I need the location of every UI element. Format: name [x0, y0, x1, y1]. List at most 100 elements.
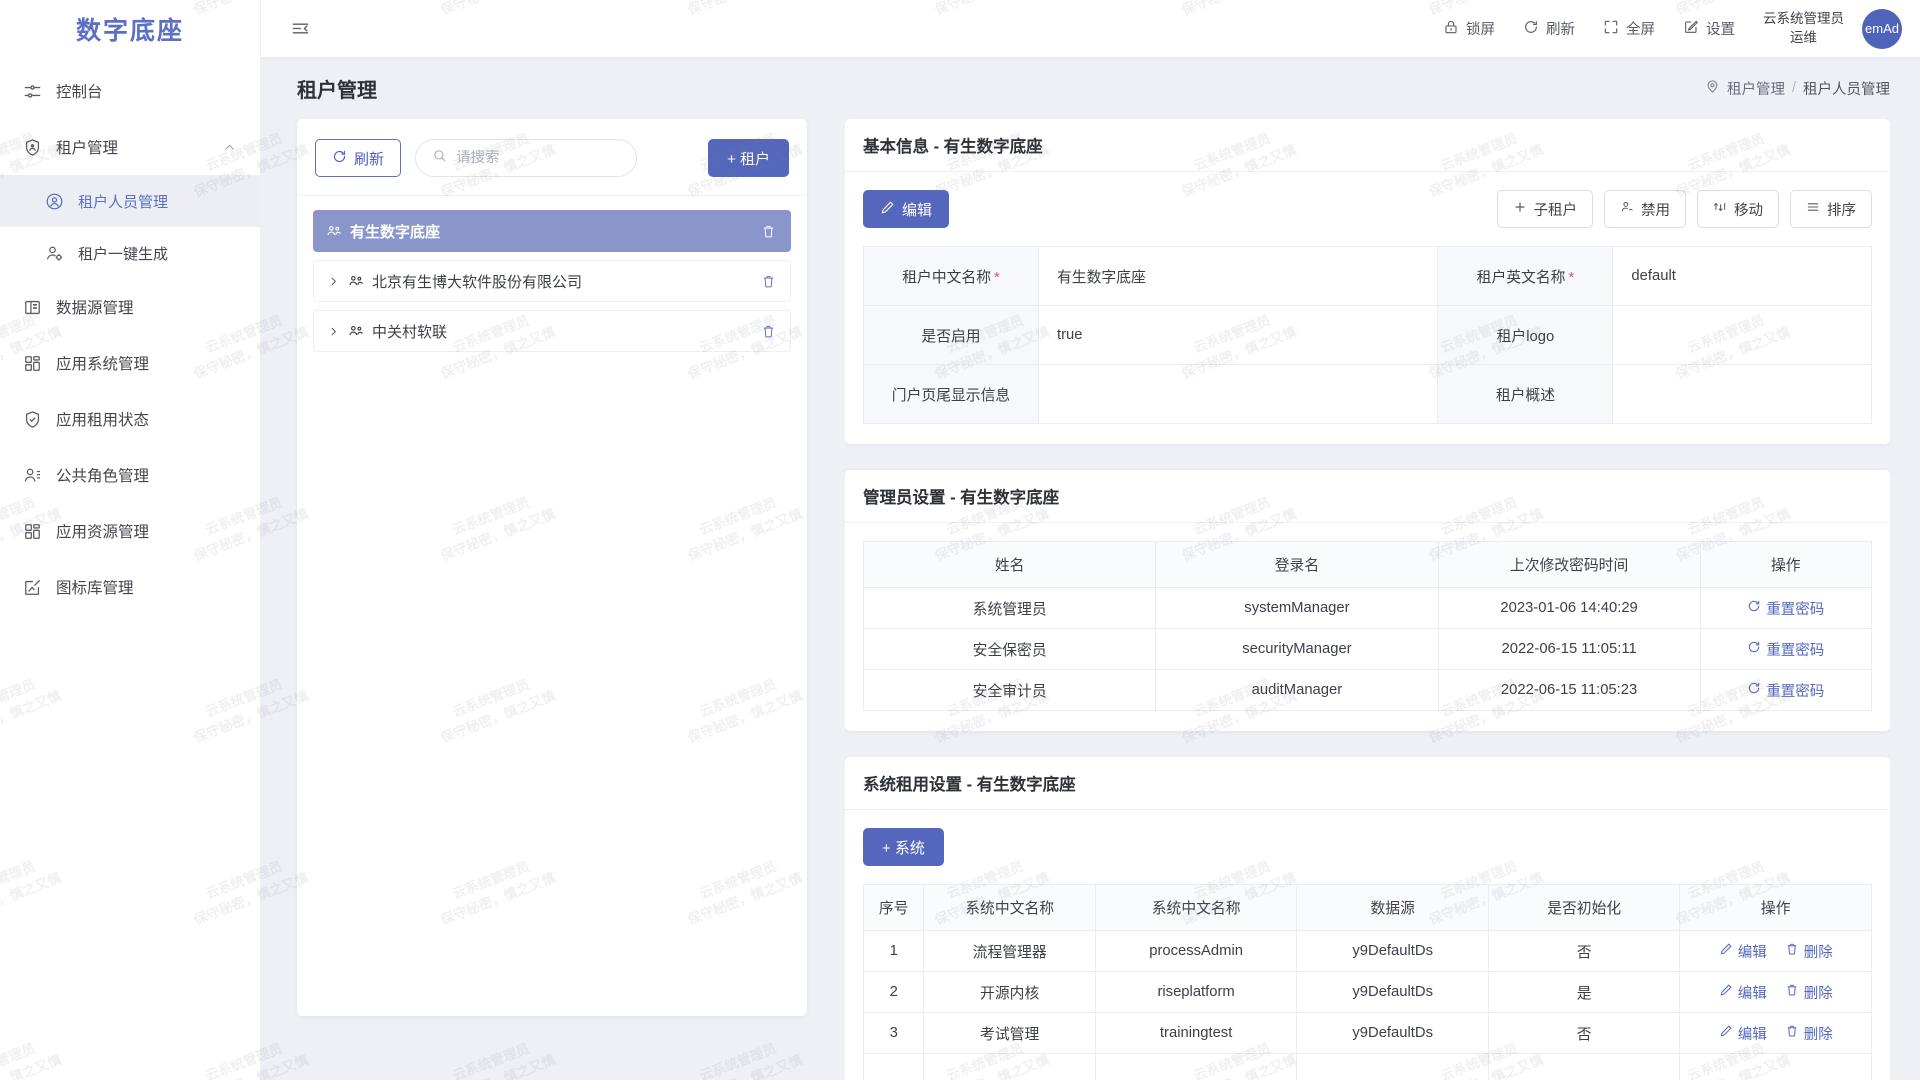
- tenant-search-box[interactable]: [415, 139, 638, 177]
- sidebar-item-app-system[interactable]: 应用系统管理: [0, 335, 260, 391]
- sidebar-item-tenant-personnel[interactable]: 租户人员管理: [0, 175, 260, 227]
- brand-logo: 数字底座: [75, 16, 184, 45]
- search-icon: [432, 148, 447, 168]
- sidebar-item-label: 数据源管理: [56, 300, 134, 317]
- fullscreen-button[interactable]: 全屏: [1589, 9, 1669, 49]
- reset-password-button[interactable]: 重置密码: [1747, 680, 1824, 701]
- reset-password-button[interactable]: 重置密码: [1747, 598, 1824, 619]
- cell-last-change: 2023-01-06 14:40:29: [1437, 587, 1701, 629]
- table-row: [862, 1053, 1872, 1080]
- trash-icon[interactable]: [761, 324, 776, 339]
- tree-refresh-button[interactable]: 刷新: [315, 139, 402, 177]
- disable-button[interactable]: 禁用: [1604, 190, 1686, 228]
- sort-button[interactable]: 排序: [1790, 190, 1872, 228]
- settings-button[interactable]: 设置: [1669, 9, 1749, 49]
- topbar: 锁屏 刷新 全屏 设置 云系统管理员: [261, 0, 1920, 57]
- sidebar-item-datasource[interactable]: 数据源管理: [0, 279, 260, 335]
- field-value: [1612, 305, 1872, 365]
- trash-icon[interactable]: [761, 224, 776, 239]
- basic-info-title: 基本信息 - 有生数字底座: [845, 119, 1890, 172]
- current-user[interactable]: 云系统管理员 运维: [1749, 10, 1858, 46]
- refresh-button[interactable]: 刷新: [1509, 9, 1589, 49]
- row-delete-button[interactable]: 删除: [1785, 941, 1833, 962]
- tenant-tree-list: 有生数字底座 北京有生博大软件股份有: [297, 196, 807, 1016]
- field-label-text: 租户英文名称: [1476, 269, 1566, 286]
- cell-datasource: y9DefaultDs: [1296, 930, 1489, 972]
- table-row: 1 流程管理器 processAdmin y9DefaultDs 否: [862, 930, 1872, 972]
- avatar[interactable]: emAd: [1862, 8, 1902, 49]
- column-header: 数据源: [1296, 884, 1489, 931]
- sidebar-item-tenant-onekey[interactable]: 租户一键生成: [0, 227, 260, 279]
- column-header: 操作: [1699, 541, 1873, 588]
- add-subtenant-label: 子租户: [1533, 202, 1578, 219]
- sidebar-item-console[interactable]: 控制台: [0, 63, 260, 119]
- reset-password-button[interactable]: 重置密码: [1747, 639, 1824, 660]
- system-rental-actions: + 系统: [863, 828, 1872, 866]
- lock-screen-button[interactable]: 锁屏: [1429, 9, 1509, 49]
- cell-login: systemManager: [1155, 587, 1439, 629]
- breadcrumb: 租户管理 / 租户人员管理: [1705, 78, 1890, 99]
- cell-no: [862, 1053, 925, 1080]
- admin-settings-table: 姓名 登录名 上次修改密码时间 操作 系统管理员 sys: [862, 541, 1873, 711]
- trash-icon[interactable]: [761, 274, 776, 289]
- lock-icon: [1443, 19, 1459, 39]
- sort-icon: [1806, 200, 1820, 218]
- tree-node[interactable]: 有生数字底座: [313, 210, 791, 252]
- edit-button[interactable]: 编辑: [863, 190, 950, 228]
- cell-operations: 重置密码: [1699, 628, 1873, 670]
- sidebar-item-label: 公共角色管理: [56, 468, 150, 485]
- sidebar-item-icon-library[interactable]: 图标库管理: [0, 559, 260, 615]
- tree-node[interactable]: 北京有生博大软件股份有限公司: [313, 260, 791, 302]
- sidebar-item-public-roles[interactable]: 公共角色管理: [0, 447, 260, 503]
- cell-name: 安全保密员: [862, 628, 1157, 670]
- add-tenant-button[interactable]: + 租户: [708, 139, 789, 177]
- column-header: 登录名: [1155, 541, 1439, 588]
- chevron-right-icon[interactable]: [326, 276, 340, 287]
- cell-en-name: riseplatform: [1094, 971, 1298, 1013]
- collapse-sidebar-icon[interactable]: [285, 14, 315, 44]
- cell-last-change: 2022-06-15 11:05:23: [1437, 669, 1701, 711]
- move-button[interactable]: 移动: [1697, 190, 1779, 228]
- table-header-row: 姓名 登录名 上次修改密码时间 操作: [862, 541, 1873, 588]
- row-delete-label: 删除: [1803, 944, 1833, 961]
- table-header-row: 序号 系统中文名称 系统中文名称 数据源 是否初始化 操作: [862, 884, 1872, 931]
- column-header: 系统中文名称: [923, 884, 1096, 931]
- system-rental-table: 序号 系统中文名称 系统中文名称 数据源 是否初始化 操作: [862, 884, 1872, 1080]
- settings-label: 设置: [1706, 22, 1735, 38]
- cell-cn-name: [923, 1053, 1096, 1080]
- sidebar-item-app-resources[interactable]: 应用资源管理: [0, 503, 260, 559]
- table-row: 是否启用 true 租户logo: [863, 305, 1872, 365]
- cell-initialized: 否: [1487, 930, 1681, 972]
- cell-datasource: [1296, 1053, 1489, 1080]
- cell-no: 2: [862, 971, 925, 1013]
- row-edit-button[interactable]: 编辑: [1719, 982, 1767, 1003]
- chevron-right-icon[interactable]: [326, 326, 340, 337]
- search-input[interactable]: [456, 150, 621, 166]
- add-system-button[interactable]: + 系统: [863, 828, 944, 866]
- row-edit-button[interactable]: 编辑: [1719, 1023, 1767, 1044]
- table-row: 安全审计员 auditManager 2022-06-15 11:05:23: [862, 669, 1873, 711]
- sidebar-item-tenant-management[interactable]: 租户管理: [0, 119, 260, 175]
- shield-user-icon: [22, 137, 42, 157]
- required-mark: *: [1568, 269, 1575, 286]
- sidebar-item-rental-status[interactable]: 应用租用状态: [0, 391, 260, 447]
- refresh-icon: [1747, 681, 1761, 699]
- sidebar-nav: 控制台 租户管理 租户人员管理: [0, 57, 260, 615]
- column-header: 操作: [1679, 884, 1872, 931]
- pencil-icon: [1719, 1024, 1733, 1042]
- field-label-text: 租户中文名称: [902, 269, 992, 286]
- breadcrumb-root[interactable]: 租户管理: [1726, 81, 1785, 98]
- row-delete-button[interactable]: 删除: [1785, 1023, 1833, 1044]
- tree-node[interactable]: 中关村软联: [313, 310, 791, 352]
- add-subtenant-button[interactable]: 子租户: [1496, 190, 1593, 228]
- row-delete-button[interactable]: 删除: [1785, 982, 1833, 1003]
- cell-operations: [1679, 1053, 1872, 1080]
- sidebar-item-label: 租户一键生成: [78, 245, 169, 263]
- move-label: 移动: [1734, 202, 1763, 219]
- sliders-icon: [22, 81, 42, 101]
- row-edit-button[interactable]: 编辑: [1719, 941, 1767, 962]
- breadcrumb-separator: /: [1791, 80, 1796, 96]
- page-header: 租户管理 租户管理 / 租户人员管理: [261, 57, 1920, 119]
- cell-en-name: trainingtest: [1094, 1012, 1298, 1054]
